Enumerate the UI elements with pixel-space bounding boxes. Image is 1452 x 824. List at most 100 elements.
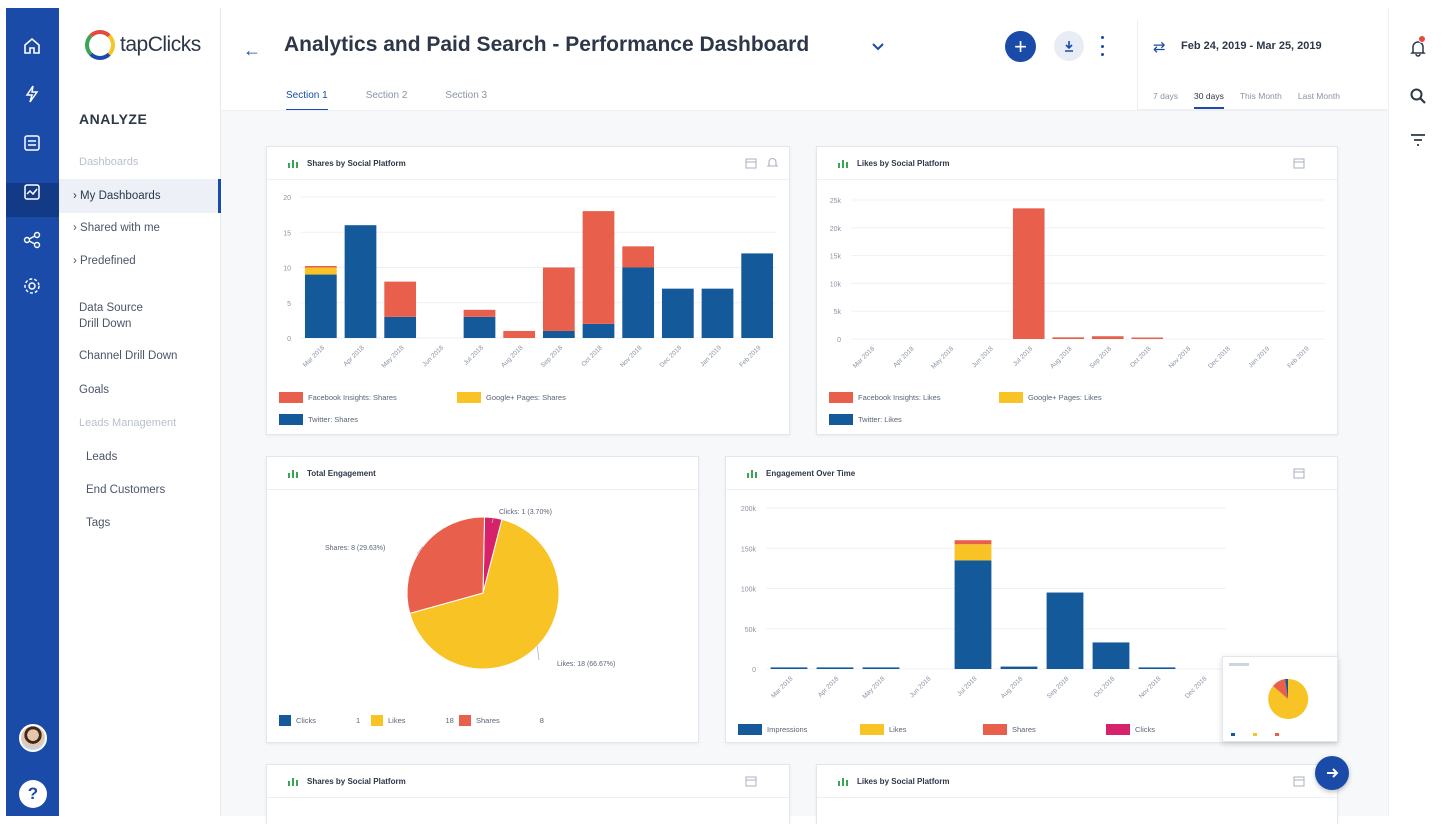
bar-segment[interactable] [622,267,655,339]
tab-section-2[interactable]: Section 2 [365,90,408,101]
search-icon[interactable] [1406,84,1430,108]
bar-segment[interactable] [1091,336,1124,339]
tab-section-3[interactable]: Section 3 [445,90,488,101]
bar-chart-icon [838,778,848,786]
legend-item-twitter[interactable]: Twitter: Shares [279,414,358,425]
calendar-icon[interactable] [745,775,757,787]
bar-segment[interactable] [1052,337,1085,339]
bar-segment[interactable] [701,288,734,338]
legend-item-twitter[interactable]: Twitter: Likes [829,414,902,425]
bar-segment[interactable] [384,281,417,317]
notification-dot [1418,35,1426,43]
widget-total-engagement[interactable]: Total Engagement Clicks: 1 (3.70%) Likes:… [266,456,699,743]
legend-item-likes[interactable]: Likes 18 [371,715,454,726]
filter-icon[interactable] [1406,128,1430,152]
legend-label: Twitter: Shares [308,415,359,424]
list-icon[interactable] [21,132,43,154]
legend-item-google[interactable]: Google+ Pages: Likes [999,392,1102,403]
legend-item-shares[interactable]: Shares [983,724,1036,735]
bar-segment[interactable] [741,253,774,338]
bar-segment[interactable] [582,211,615,324]
nav-link-leads[interactable]: Leads [86,451,118,463]
nav-link-channel-drill-down[interactable]: Channel Drill Down [79,350,178,362]
swap-arrows-icon[interactable]: ⇄ [1153,39,1166,56]
calendar-icon[interactable] [1293,157,1305,169]
bar-segment[interactable] [1131,337,1164,340]
nav-item-predefined[interactable]: › Predefined [73,255,136,267]
home-icon[interactable] [21,35,43,57]
next-arrow-button[interactable] [1315,756,1349,790]
calendar-icon[interactable] [745,157,757,169]
alert-bell-icon[interactable] [766,156,779,169]
legend-item-clicks[interactable]: Clicks 1 [279,715,360,726]
bar-segment[interactable] [1046,592,1084,669]
date-preset-30-days[interactable]: 30 days [1194,91,1224,109]
bar-segment[interactable] [304,274,337,338]
share-icon[interactable] [21,229,43,251]
date-preset-this-month[interactable]: This Month [1239,91,1282,101]
widget-shares-by-social-platform[interactable]: Shares by Social Platform 0 5 10 15 20 Mar 20… [266,146,790,435]
legend-item-facebook[interactable]: Facebook Insights: Likes [829,392,941,403]
download-button[interactable] [1054,31,1084,61]
widget-likes-by-social-platform[interactable]: Likes by Social Platform 0 5k 10k 15k 20k 25k… [816,146,1338,435]
app-logo[interactable]: tapClicks [85,30,201,60]
bar-segment[interactable] [542,330,575,338]
x-tick-label: Jan 2019 [699,344,723,368]
bar-segment[interactable] [862,667,900,669]
bar-segment[interactable] [463,316,496,338]
back-arrow-icon[interactable]: ← [243,40,261,60]
bolt-icon[interactable] [21,83,43,105]
help-button[interactable]: ? [19,780,47,808]
bar-segment[interactable] [582,323,615,338]
nav-link-tags[interactable]: Tags [86,517,111,529]
bar-segment[interactable] [304,266,337,268]
calendar-icon[interactable] [1293,467,1305,479]
widget-likes-by-social-platform-2[interactable]: Likes by Social Platform [816,764,1338,824]
date-preset-7-days[interactable]: 7 days [1153,91,1179,101]
chevron-down-icon[interactable] [870,40,886,54]
user-avatar[interactable] [19,724,47,752]
widget-shares-by-social-platform-2[interactable]: Shares by Social Platform [266,764,790,824]
nav-link-goals[interactable]: Goals [79,384,110,396]
nav-item-my-dashboards[interactable]: › My Dashboards [59,179,221,213]
legend-item-shares[interactable]: Shares 8 [459,715,544,726]
widget-preview-thumbnail[interactable] [1222,656,1338,742]
bar-segment[interactable] [384,316,417,338]
date-preset-last-month[interactable]: Last Month [1297,91,1340,101]
bar-segment[interactable] [1092,642,1130,669]
nav-link-end-customers[interactable]: End Customers [86,484,166,496]
analyze-icon[interactable] [21,181,43,203]
legend-value: 8 [539,716,544,725]
bar-segment[interactable] [304,267,337,275]
bar-segment[interactable] [954,540,992,545]
date-range-picker[interactable]: Feb 24, 2019 - Mar 25, 2019 [1181,40,1322,52]
bar-segment[interactable] [622,246,655,268]
nav-item-shared-with-me[interactable]: › Shared with me [73,222,160,234]
bar-segment[interactable] [503,330,536,338]
bar-segment[interactable] [954,544,992,561]
bar-segment[interactable] [816,667,854,669]
bar-segment[interactable] [1000,666,1038,669]
y-tick-label: 150k [741,546,757,553]
bar-segment[interactable] [1138,667,1176,669]
bar-segment[interactable] [954,560,992,669]
calendar-icon[interactable] [1293,775,1305,787]
bar-segment[interactable] [463,309,496,317]
more-options-button[interactable] [1097,36,1107,56]
legend-item-google[interactable]: Google+ Pages: Shares [457,392,566,403]
nav-link-data-source-drill-down[interactable]: Data Source Drill Down [79,302,143,330]
header-divider [221,110,1387,111]
gear-icon[interactable] [21,275,43,297]
bar-segment[interactable] [542,267,575,331]
bar-segment[interactable] [770,667,808,669]
bar-segment[interactable] [661,288,694,338]
add-widget-button[interactable]: + [1005,31,1036,62]
tab-section-1[interactable]: Section 1 [286,90,328,111]
legend-item-facebook[interactable]: Facebook Insights: Shares [279,392,397,403]
pie-slice[interactable] [409,518,560,670]
bar-segment[interactable] [1012,208,1045,339]
legend-item-clicks[interactable]: Clicks [1106,724,1155,735]
bar-segment[interactable] [344,225,377,338]
legend-item-likes[interactable]: Likes [860,724,907,735]
legend-item-impressions[interactable]: Impressions [738,724,807,735]
